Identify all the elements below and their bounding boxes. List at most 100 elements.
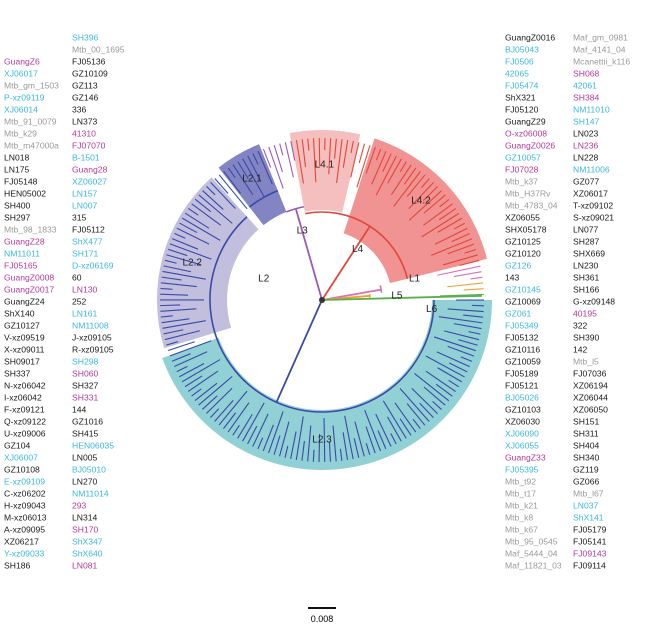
leaf-label: NM11006 bbox=[573, 164, 610, 174]
leaf-label: M-xz06013 bbox=[4, 512, 47, 522]
leaf-label: 144 bbox=[72, 404, 87, 414]
leaf-label: ShX321 bbox=[505, 92, 536, 102]
leaf-label: LN007 bbox=[72, 200, 98, 210]
leaf-branch bbox=[273, 435, 281, 455]
leaf-label: Mtb_m47000a bbox=[4, 140, 59, 150]
leaf-label: Mtb_l5 bbox=[573, 356, 599, 366]
leaf-label: SH396 bbox=[72, 32, 98, 42]
leaf-branch bbox=[449, 362, 468, 373]
leaf-branch bbox=[284, 142, 294, 178]
leaf-label: Mtb_gm_1503 bbox=[4, 80, 59, 90]
leaf-label: SH404 bbox=[573, 440, 599, 450]
leaf-label: LN077 bbox=[573, 224, 599, 234]
leaf-label: SH340 bbox=[573, 452, 599, 462]
leaf-label: SH060 bbox=[72, 368, 98, 378]
leaf-label: GZ126 bbox=[505, 260, 531, 270]
leaf-label: GZ1016 bbox=[72, 416, 103, 426]
leaf-label: GuangZ0017 bbox=[4, 284, 54, 294]
leaf-branch bbox=[420, 178, 430, 189]
leaf-label: FJ05132 bbox=[505, 332, 539, 342]
leaf-branch bbox=[312, 138, 317, 183]
leaf-label: XZ06017 bbox=[573, 188, 608, 198]
leaf-branch bbox=[232, 164, 254, 196]
backbone-branch bbox=[321, 225, 371, 301]
leaf-branch bbox=[336, 139, 343, 183]
leaf-branch bbox=[423, 194, 446, 214]
leaf-branch bbox=[184, 212, 210, 229]
leaf-label: Mtb_H37Rv bbox=[505, 188, 551, 198]
leaf-branch bbox=[307, 138, 310, 151]
leaf-branch bbox=[268, 146, 284, 189]
leaf-label: GZ10069 bbox=[505, 296, 541, 306]
wedge-L4-1 bbox=[289, 130, 361, 213]
leaf-label: GuangZ24 bbox=[4, 296, 45, 306]
leaf-branch bbox=[257, 150, 273, 185]
leaf-branch bbox=[434, 227, 468, 245]
leaf-label: HEN06035 bbox=[72, 440, 114, 450]
leaf-label: Mcanettii_k116 bbox=[573, 56, 630, 66]
leaf-branch bbox=[161, 318, 190, 324]
leaf-label: GZ119 bbox=[573, 464, 599, 474]
leaf-branch bbox=[194, 198, 212, 213]
leaf-branch bbox=[354, 421, 365, 457]
leaf-branch bbox=[160, 304, 181, 307]
leaf-branch bbox=[460, 356, 473, 362]
leaf-label: SH151 bbox=[573, 416, 599, 426]
leaf-branch bbox=[164, 259, 177, 264]
leaf-label: ShX140 bbox=[4, 308, 35, 318]
leaf-branch bbox=[214, 178, 229, 194]
leaf-branch bbox=[375, 155, 397, 196]
leaf-branch bbox=[394, 402, 417, 433]
leaf-label: LN023 bbox=[573, 128, 599, 138]
leaf-label: LN236 bbox=[573, 140, 599, 150]
leaf-branch bbox=[279, 143, 284, 156]
leaf-label: FJ07028 bbox=[505, 164, 539, 174]
leaf-label: GuangZ29 bbox=[505, 116, 546, 126]
leaf-branch bbox=[257, 437, 264, 450]
leaf-branch bbox=[332, 425, 337, 462]
leaf-branch bbox=[218, 390, 248, 426]
leaf-branch bbox=[334, 138, 337, 159]
leaf-branch bbox=[290, 140, 296, 161]
leaf-label: FJ05120 bbox=[505, 104, 539, 114]
leaf-label: ShX640 bbox=[72, 548, 103, 558]
leaf-label: XZ06050 bbox=[573, 404, 608, 414]
leaf-label: LN157 bbox=[72, 188, 98, 198]
leaf-label: R-xz09105 bbox=[72, 344, 114, 354]
leaf-label: GZ10103 bbox=[505, 404, 541, 414]
leaf-label: XJ06007 bbox=[4, 452, 38, 462]
leaf-branch bbox=[290, 431, 297, 460]
leaf-label: U-xz09006 bbox=[4, 428, 46, 438]
leaf-branch bbox=[339, 448, 343, 461]
leaf-label: Mtb_l67 bbox=[573, 488, 604, 498]
leaf-label: HEN05002 bbox=[4, 188, 46, 198]
leaf-branch bbox=[414, 372, 450, 402]
leaf-branch bbox=[463, 288, 484, 291]
leaf-branch bbox=[262, 424, 274, 452]
leaf-label: FJ07070 bbox=[72, 140, 106, 150]
leaf-branch bbox=[202, 190, 224, 210]
leaf-label: GuangZ28 bbox=[4, 236, 45, 246]
leaf-label: FJ05165 bbox=[4, 260, 38, 270]
leaf-branch bbox=[350, 140, 354, 153]
leaf-label: 252 bbox=[72, 296, 87, 306]
leaf-label: 142 bbox=[573, 344, 588, 354]
leaf-branch bbox=[453, 222, 465, 230]
leaf-label: FJ05112 bbox=[72, 224, 105, 234]
leaf-branch bbox=[194, 382, 218, 402]
leaf-branch bbox=[163, 329, 184, 335]
leaf-label: G-xz09148 bbox=[573, 296, 615, 306]
leaf-label: ShX141 bbox=[573, 512, 604, 522]
leaf-label: NM11010 bbox=[573, 104, 610, 114]
leaf-branch bbox=[268, 411, 284, 454]
clade-label-L2-2: L2.2 bbox=[182, 257, 202, 268]
leaf-label: NM11014 bbox=[72, 488, 109, 498]
leaf-branch bbox=[307, 425, 312, 462]
leaf-label: SH147 bbox=[573, 116, 599, 126]
leaf-branch bbox=[353, 438, 360, 458]
leaf-label: B-1501 bbox=[72, 152, 100, 162]
leaf-branch bbox=[273, 145, 283, 173]
leaf-branch bbox=[453, 271, 482, 278]
